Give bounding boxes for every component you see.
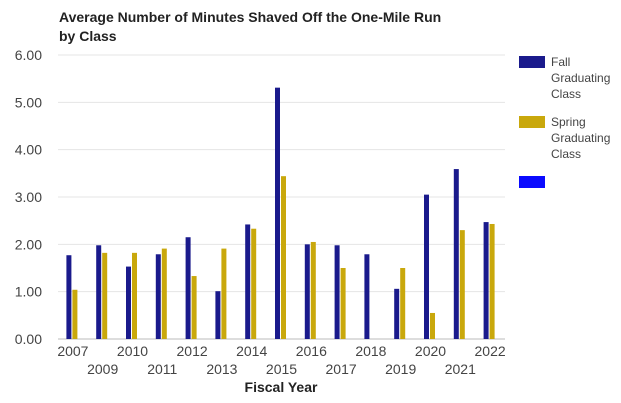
bar-fall-2010[interactable]: [126, 266, 131, 339]
bar-spring-2021[interactable]: [459, 230, 465, 339]
bar-fall-2020[interactable]: [424, 194, 429, 339]
legend-label: Graduating: [551, 131, 610, 145]
bar-fall-2011[interactable]: [155, 254, 161, 339]
y-tick-label: 6.00: [15, 47, 42, 63]
x-tick-label: 2022: [475, 343, 506, 359]
bar-fall-2014[interactable]: [245, 224, 251, 339]
bar-fall-2016[interactable]: [304, 244, 310, 339]
bar-spring-2016[interactable]: [310, 241, 316, 339]
y-tick-label: 0.00: [15, 331, 42, 347]
bar-spring-2022[interactable]: [489, 223, 495, 339]
y-tick-label: 4.00: [15, 142, 42, 158]
legend-swatch: [519, 56, 545, 68]
legend-label: Fall: [551, 55, 570, 69]
x-tick-label: 2020: [415, 343, 446, 359]
bar-fall-2018[interactable]: [364, 254, 370, 339]
legend-label: Class: [551, 87, 581, 101]
x-tick-label: 2019: [385, 361, 416, 377]
x-tick-label: 2009: [87, 361, 118, 377]
x-tick-label: 2012: [177, 343, 208, 359]
y-tick-label: 3.00: [15, 189, 42, 205]
bar-spring-2014[interactable]: [251, 228, 257, 339]
x-tick-label: 2013: [206, 361, 237, 377]
bar-spring-2015[interactable]: [281, 176, 286, 339]
y-tick-label: 5.00: [15, 94, 42, 110]
bar-spring-2009[interactable]: [102, 252, 108, 339]
chart-title-line-2: by Class: [59, 28, 117, 44]
bar-fall-2021[interactable]: [453, 169, 459, 339]
x-tick-label: 2021: [445, 361, 476, 377]
bar-spring-2013[interactable]: [221, 248, 227, 339]
bar-fall-2017[interactable]: [334, 245, 340, 339]
legend-label: Class: [551, 147, 581, 161]
x-tick-label: 2011: [147, 361, 177, 377]
bar-spring-2007[interactable]: [72, 289, 78, 339]
bar-fall-2007[interactable]: [66, 255, 72, 339]
bar-fall-2022[interactable]: [483, 222, 489, 339]
bar-spring-2020[interactable]: [430, 312, 435, 339]
x-tick-label: 2014: [236, 343, 267, 359]
x-tick-label: 2015: [266, 361, 297, 377]
bar-fall-2009[interactable]: [96, 245, 102, 339]
x-tick-label: 2007: [57, 343, 88, 359]
x-tick-label: 2016: [296, 343, 327, 359]
bar-spring-2010[interactable]: [132, 252, 137, 339]
legend-label: Graduating: [551, 71, 610, 85]
bar-fall-2012[interactable]: [185, 237, 191, 339]
legend-swatch: [519, 176, 545, 188]
x-tick-label: 2018: [355, 343, 386, 359]
x-tick-label: 2017: [326, 361, 357, 377]
legend-label: Spring: [551, 115, 586, 129]
bar-fall-2013[interactable]: [215, 291, 221, 339]
y-axis: 0.00 1.00 2.00 3.00 4.00 5.00 6.00: [15, 47, 42, 347]
bar-spring-2011[interactable]: [161, 248, 167, 339]
y-tick-label: 2.00: [15, 236, 42, 252]
x-tick-label: 2010: [117, 343, 148, 359]
bar-spring-2017[interactable]: [340, 268, 346, 339]
y-tick-label: 1.00: [15, 284, 42, 300]
bar-spring-2012[interactable]: [191, 276, 197, 339]
chart-title-line-1: Average Number of Minutes Shaved Off the…: [59, 9, 441, 25]
bar-fall-2019[interactable]: [394, 288, 400, 339]
bars: [66, 87, 495, 339]
x-axis-title: Fiscal Year: [245, 379, 318, 395]
bar-fall-2015[interactable]: [275, 87, 280, 339]
legend-swatch: [519, 116, 545, 128]
legend: Fall Graduating Class Spring Graduating Class: [519, 55, 610, 188]
bar-spring-2019[interactable]: [400, 268, 406, 339]
